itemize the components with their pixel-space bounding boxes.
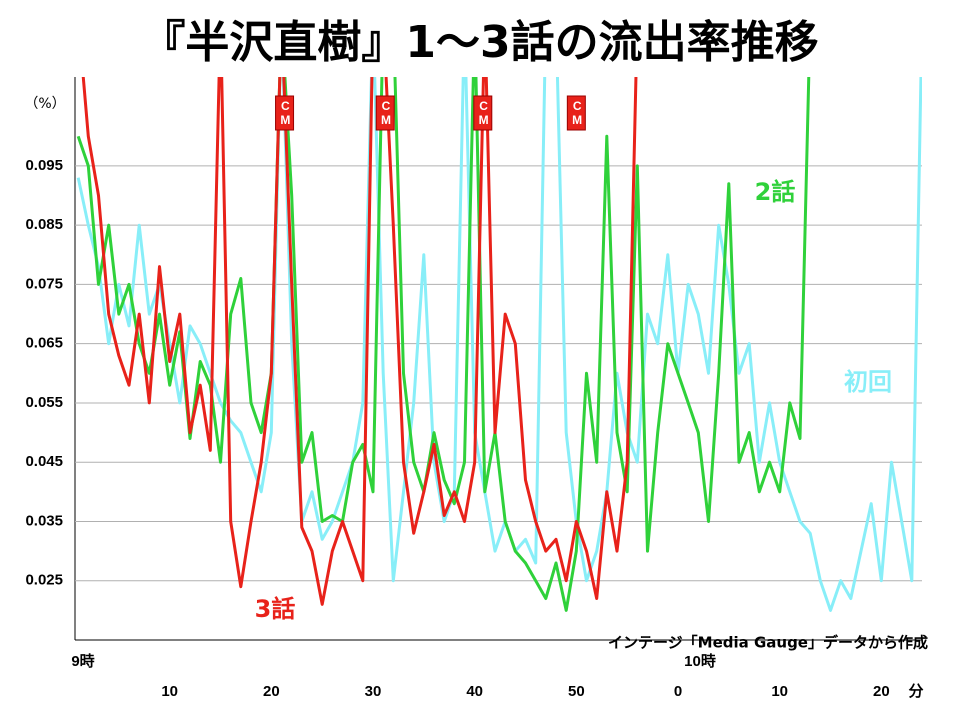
x-start-label: 9時: [71, 652, 94, 670]
x-unit-label: 分: [908, 683, 923, 700]
source-note: インテージ「Media Gauge」データから作成: [608, 634, 928, 652]
cm-marker-label: CM: [278, 99, 292, 127]
y-tick-label: 0.045: [25, 453, 63, 470]
y-axis-label: （%）: [24, 96, 65, 112]
x-tick-label: 20: [873, 683, 890, 700]
y-tick-label: 0.085: [25, 216, 63, 233]
series-label: 2話: [755, 178, 796, 206]
plot-lines: [76, 77, 922, 612]
y-tick-label: 0.065: [25, 335, 63, 352]
x-tick-label: 10: [161, 683, 178, 700]
series-line: [76, 77, 811, 612]
y-tick-label: 0.025: [25, 572, 63, 589]
cm-marker-label: CM: [477, 99, 491, 127]
cm-marker-label: CM: [379, 99, 393, 127]
y-tick-label: 0.035: [25, 512, 63, 529]
x-tick-label: 50: [568, 683, 585, 700]
series-label: 初回: [844, 368, 892, 396]
x-tick-label: 30: [365, 683, 382, 700]
x-tick-label: 40: [466, 683, 483, 700]
x-tick-label: 0: [674, 683, 682, 700]
x-tick-label: 10: [771, 683, 788, 700]
chart-title: 『半沢直樹』1～3話の流出率推移: [141, 17, 818, 68]
series-line: [81, 77, 638, 606]
y-tick-label: 0.055: [25, 394, 63, 411]
y-tick-label: 0.075: [25, 275, 63, 292]
y-tick-label: 0.095: [25, 157, 63, 174]
cm-marker: [375, 95, 395, 131]
series-label: 3話: [255, 595, 296, 623]
cm-marker: [566, 95, 586, 131]
x-hour-label: 10時: [684, 652, 716, 670]
cm-marker: [275, 95, 295, 131]
cm-marker-label: CM: [570, 99, 584, 127]
x-tick-label: 20: [263, 683, 280, 700]
cm-marker: [473, 95, 493, 131]
